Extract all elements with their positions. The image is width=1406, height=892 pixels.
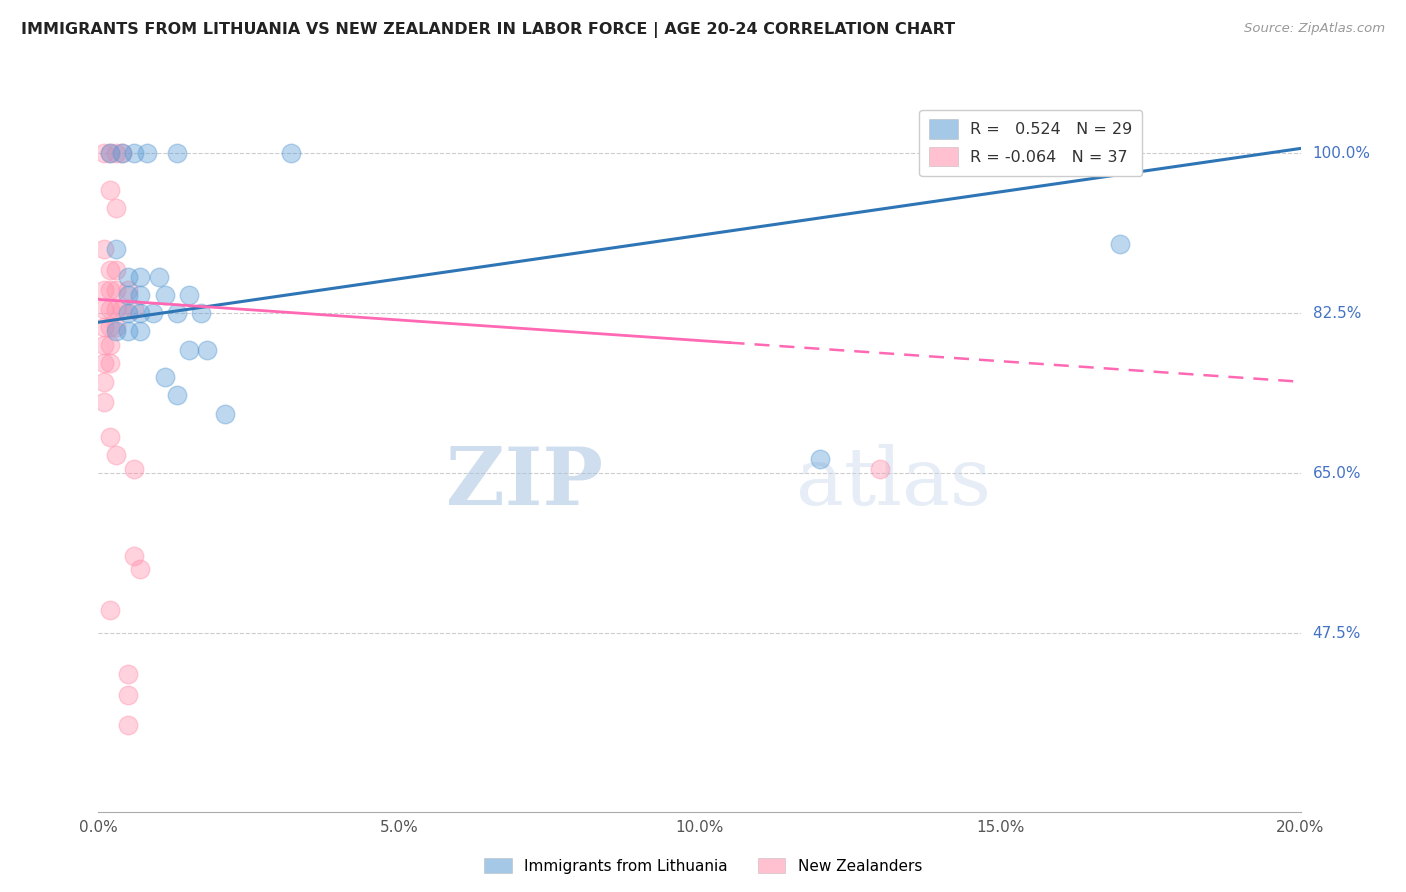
Point bbox=[93, 375, 115, 389]
Text: 47.5%: 47.5% bbox=[1313, 626, 1361, 640]
Text: IMMIGRANTS FROM LITHUANIA VS NEW ZEALANDER IN LABOR FORCE | AGE 20-24 CORRELATIO: IMMIGRANTS FROM LITHUANIA VS NEW ZEALAND… bbox=[21, 22, 955, 38]
Point bbox=[105, 301, 128, 316]
Point bbox=[105, 325, 128, 339]
Point bbox=[117, 325, 139, 339]
Point bbox=[111, 146, 134, 161]
Point bbox=[111, 301, 134, 316]
Point bbox=[105, 283, 128, 297]
Point bbox=[93, 319, 115, 334]
Point bbox=[93, 242, 115, 256]
Point bbox=[124, 146, 146, 161]
Point bbox=[177, 343, 200, 357]
Point bbox=[117, 283, 139, 297]
Point bbox=[135, 146, 157, 161]
Point bbox=[105, 319, 128, 334]
Text: atlas: atlas bbox=[796, 444, 991, 523]
Point bbox=[124, 549, 146, 563]
Point bbox=[117, 667, 139, 681]
Legend: Immigrants from Lithuania, New Zealanders: Immigrants from Lithuania, New Zealander… bbox=[478, 852, 928, 880]
Point bbox=[166, 388, 188, 402]
Point bbox=[166, 146, 188, 161]
Point bbox=[105, 201, 128, 215]
Point bbox=[100, 146, 122, 161]
Text: Source: ZipAtlas.com: Source: ZipAtlas.com bbox=[1244, 22, 1385, 36]
Point bbox=[129, 325, 152, 339]
Point bbox=[214, 407, 236, 421]
Point bbox=[148, 269, 170, 284]
Point bbox=[100, 183, 122, 197]
Point bbox=[280, 146, 302, 161]
Point bbox=[93, 283, 115, 297]
Point bbox=[117, 718, 139, 732]
Point bbox=[195, 343, 218, 357]
Point bbox=[117, 288, 139, 302]
Point bbox=[141, 306, 163, 320]
Point bbox=[129, 306, 152, 320]
Point bbox=[129, 269, 152, 284]
Point bbox=[177, 288, 200, 302]
Point bbox=[129, 562, 152, 576]
Point bbox=[100, 283, 122, 297]
Point bbox=[124, 301, 146, 316]
Point bbox=[93, 301, 115, 316]
Point bbox=[105, 263, 128, 277]
Point bbox=[93, 395, 115, 409]
Point bbox=[124, 461, 146, 475]
Point bbox=[153, 288, 176, 302]
Point bbox=[117, 306, 139, 320]
Point bbox=[1109, 237, 1132, 252]
Point bbox=[117, 688, 139, 702]
Point bbox=[100, 146, 122, 161]
Point bbox=[105, 242, 128, 256]
Point bbox=[100, 356, 122, 370]
Point bbox=[100, 429, 122, 443]
Legend: R =   0.524   N = 29, R = -0.064   N = 37: R = 0.524 N = 29, R = -0.064 N = 37 bbox=[920, 110, 1142, 176]
Point bbox=[100, 263, 122, 277]
Text: 82.5%: 82.5% bbox=[1313, 306, 1361, 320]
Point bbox=[93, 356, 115, 370]
Point bbox=[105, 448, 128, 462]
Point bbox=[93, 338, 115, 352]
Point bbox=[117, 269, 139, 284]
Point bbox=[808, 452, 831, 467]
Text: 65.0%: 65.0% bbox=[1313, 466, 1361, 481]
Point bbox=[100, 301, 122, 316]
Point bbox=[105, 146, 128, 161]
Point bbox=[100, 338, 122, 352]
Point bbox=[190, 306, 212, 320]
Point bbox=[111, 146, 134, 161]
Text: ZIP: ZIP bbox=[446, 444, 603, 523]
Point bbox=[166, 306, 188, 320]
Point bbox=[100, 603, 122, 617]
Text: 100.0%: 100.0% bbox=[1313, 145, 1371, 161]
Point bbox=[869, 461, 891, 475]
Point bbox=[93, 146, 115, 161]
Point bbox=[129, 288, 152, 302]
Point bbox=[100, 319, 122, 334]
Point bbox=[153, 370, 176, 384]
